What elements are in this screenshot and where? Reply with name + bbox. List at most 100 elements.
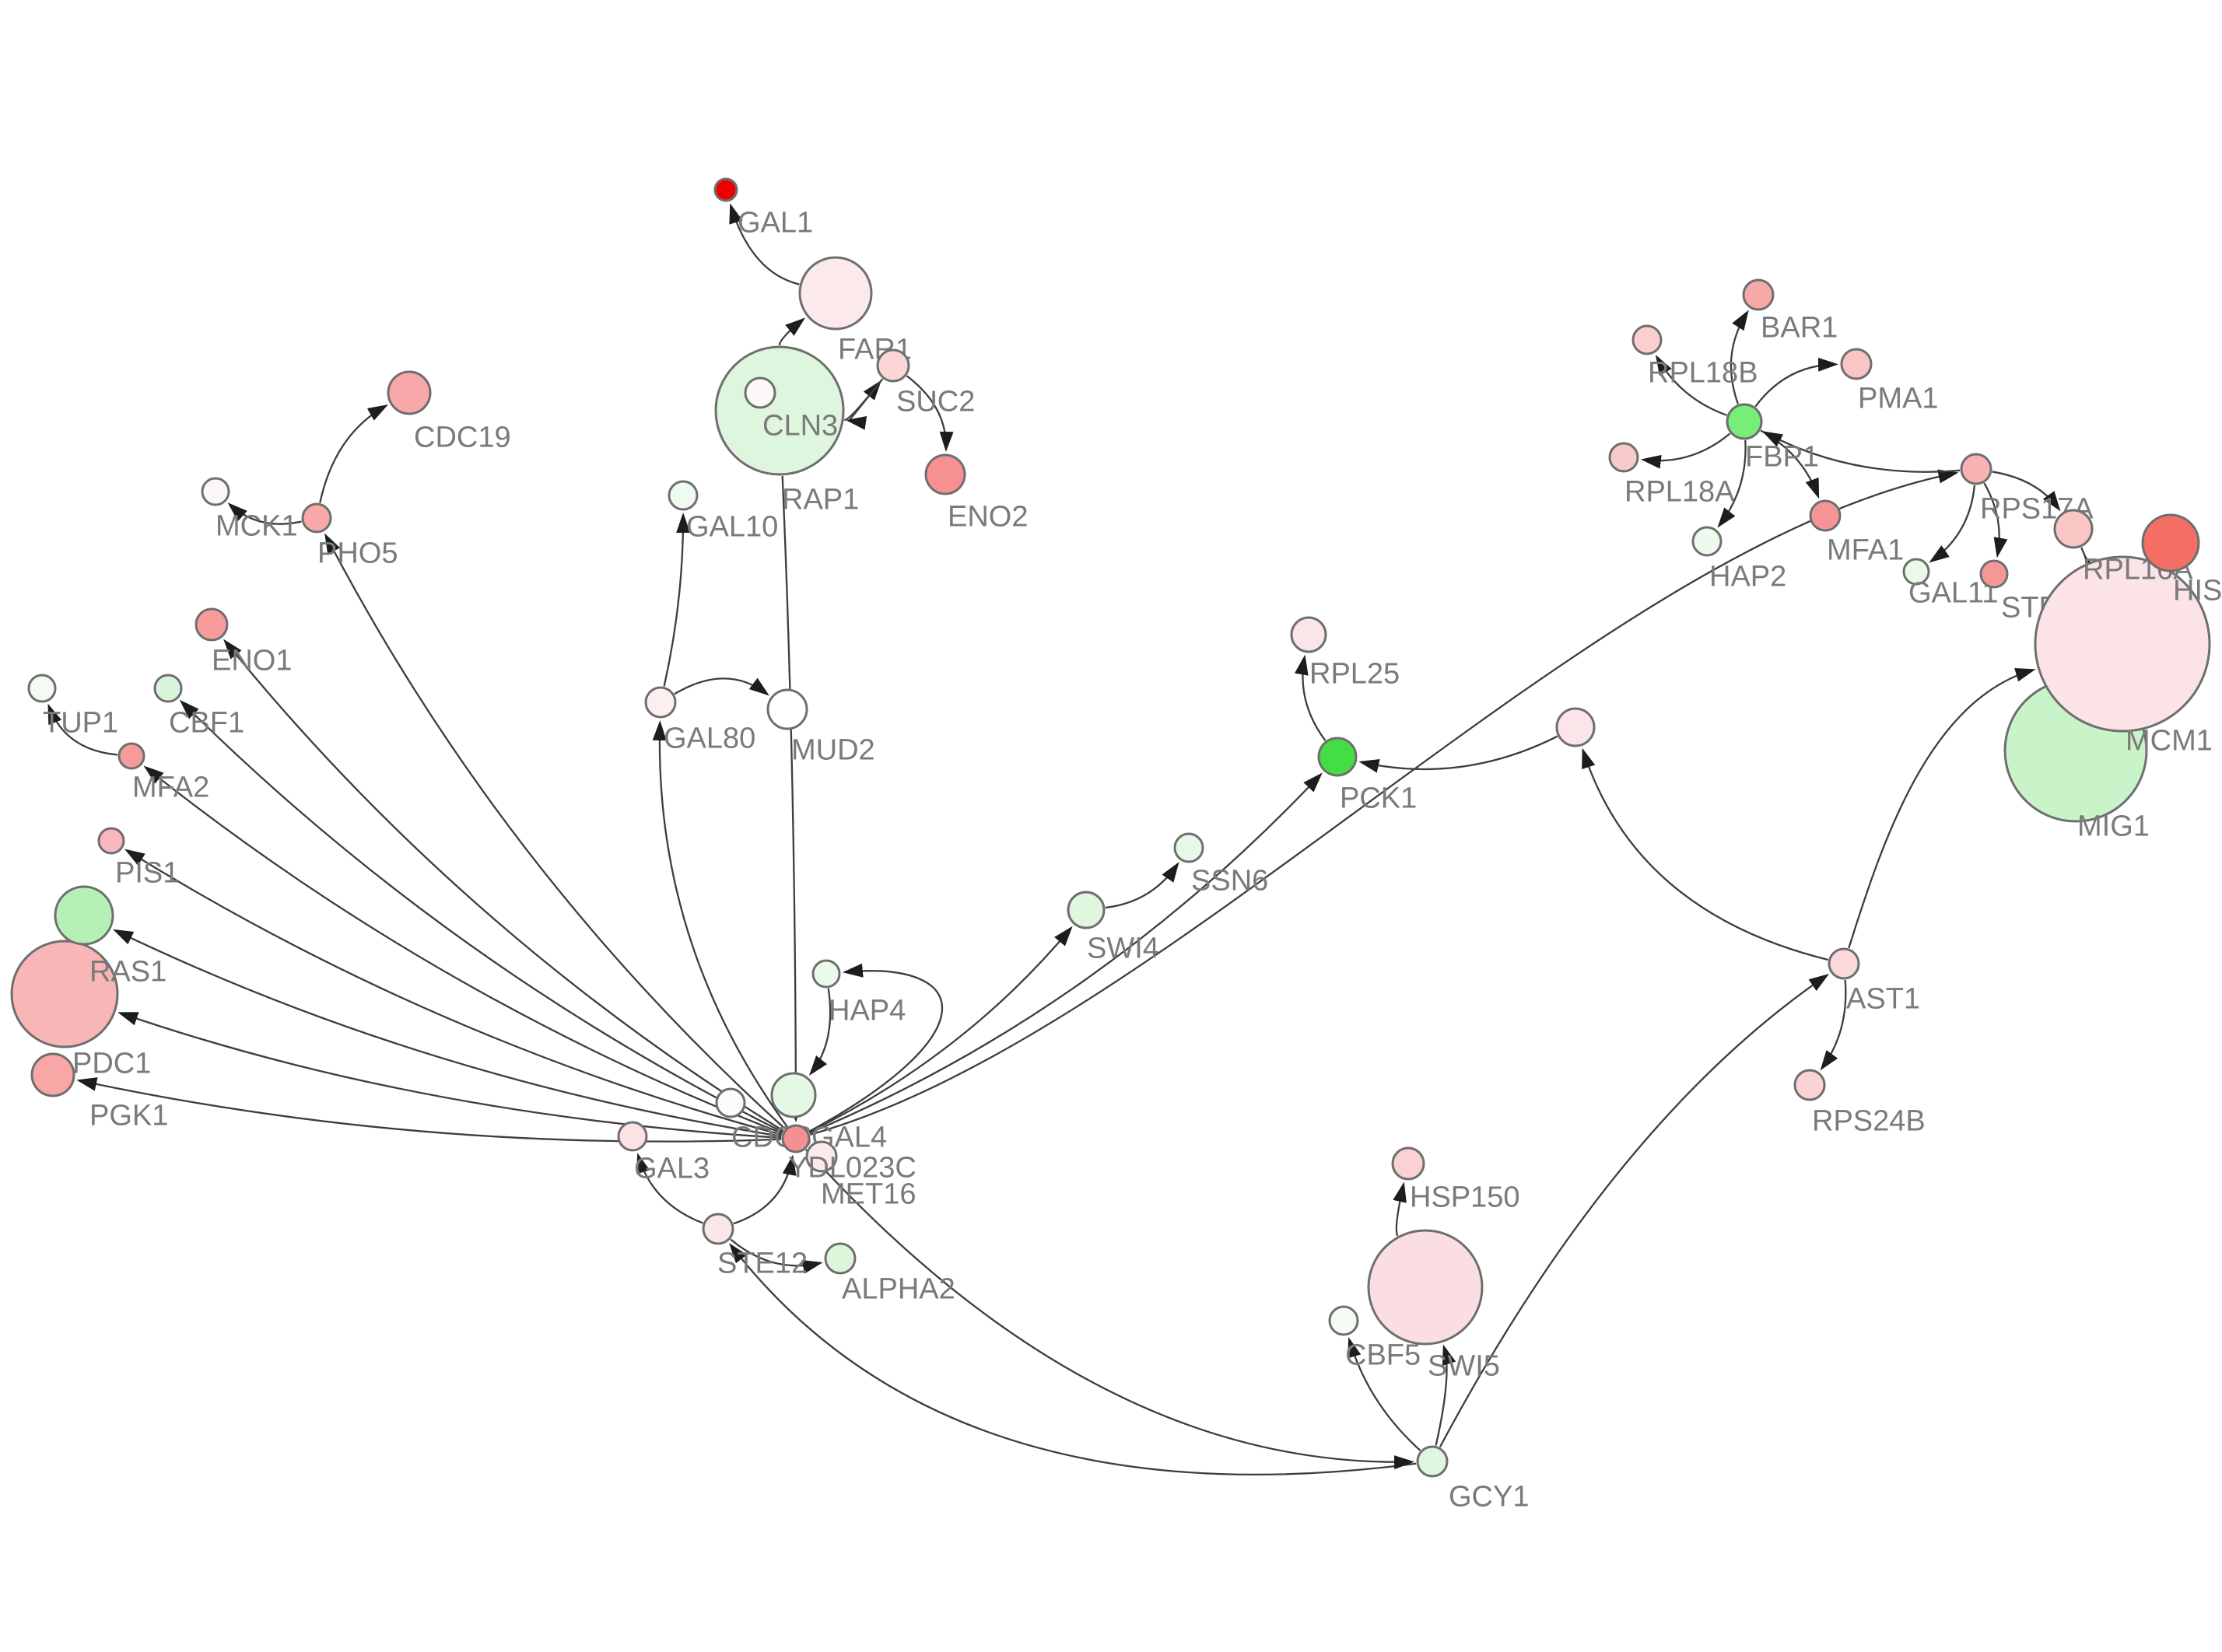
- edge-RAP1-YDL023C: [781, 475, 803, 1122]
- node-label-RPL18B: RPL18B: [1648, 356, 1758, 389]
- node-PMA1[interactable]: [1840, 348, 1873, 380]
- node-PIS1[interactable]: [97, 827, 125, 855]
- node-CBF1[interactable]: [153, 674, 183, 703]
- node-HSP150[interactable]: [1391, 1146, 1425, 1181]
- edge-YDL023C-PGK1: [76, 1077, 782, 1143]
- node-label-AST1: AST1: [1846, 982, 1920, 1015]
- node-label-PHO5: PHO5: [317, 537, 398, 569]
- node-FAR1[interactable]: [798, 256, 873, 331]
- node-SSN6[interactable]: [1173, 832, 1204, 863]
- edge-STE12-YDL023C: [733, 1154, 797, 1225]
- edge-HAP4-GAL4: [808, 988, 832, 1076]
- node-label-ALPHA2: ALPHA2: [842, 1272, 955, 1305]
- edge-MFA2-TUP1: [47, 703, 118, 756]
- node-RPS17A[interactable]: [1960, 453, 1992, 485]
- node-RPL18B[interactable]: [1631, 324, 1663, 355]
- edge-RPS17A-GAL11: [1929, 485, 1976, 563]
- node-label-GAL80: GAL80: [664, 722, 755, 754]
- edge-SUC2-RAP1: [846, 378, 884, 429]
- node-RPL25[interactable]: [1290, 616, 1327, 653]
- edge-PHO5-MCK1: [227, 502, 302, 525]
- node-SUC2[interactable]: [876, 348, 910, 383]
- node-label-RAS1: RAS1: [89, 955, 166, 988]
- node-ENO1[interactable]: [195, 607, 229, 642]
- node-BAR1[interactable]: [1742, 278, 1775, 311]
- node-SWI4[interactable]: [1067, 891, 1106, 929]
- edge-YDL023C-SWI4: [808, 926, 1073, 1133]
- edge-YDL023C-RPS17A: [809, 469, 1959, 1136]
- node-label-SSN6: SSN6: [1191, 864, 1268, 897]
- node-PDC1[interactable]: [10, 940, 119, 1048]
- node-label-PGK1: PGK1: [89, 1099, 168, 1132]
- node-unlabeled[interactable]: [1555, 707, 1596, 747]
- node-RAP1[interactable]: [714, 345, 845, 476]
- node-CDC19[interactable]: [387, 370, 432, 415]
- node-RPS24B[interactable]: [1793, 1069, 1826, 1101]
- node-PCK1[interactable]: [1317, 737, 1358, 777]
- node-label-TUP1: TUP1: [43, 706, 118, 739]
- node-HAP4[interactable]: [811, 959, 841, 989]
- node-STE12[interactable]: [702, 1213, 734, 1245]
- node-MFA2[interactable]: [117, 742, 145, 770]
- node-label-CBF1: CBF1: [169, 706, 244, 739]
- node-CLN3[interactable]: [744, 376, 776, 409]
- edge-YDL023C-ENO1: [223, 639, 784, 1132]
- node-MCM1[interactable]: [2034, 555, 2211, 733]
- node-MFA1[interactable]: [1809, 499, 1842, 532]
- node-RPL16A[interactable]: [2053, 509, 2094, 549]
- node-GAL80[interactable]: [644, 686, 677, 719]
- edge-GCY1-CBF5: [1348, 1337, 1421, 1451]
- node-label-MCK1: MCK1: [216, 509, 298, 542]
- node-GAL1[interactable]: [713, 177, 738, 202]
- node-CDC6[interactable]: [715, 1087, 746, 1118]
- node-ENO2[interactable]: [924, 453, 966, 495]
- node-HIS4[interactable]: [2141, 513, 2200, 572]
- edge-YDL023C-HAP4: [808, 963, 944, 1132]
- node-CBF5[interactable]: [1328, 1305, 1359, 1336]
- edge-GCY1-SWI5: [1435, 1344, 1456, 1446]
- node-ALPHA2[interactable]: [824, 1242, 857, 1275]
- edge-RPS17A-STE2: [1983, 482, 2008, 558]
- node-TUP1[interactable]: [27, 674, 57, 703]
- node-PHO5[interactable]: [301, 502, 332, 534]
- node-STE2[interactable]: [1979, 559, 2009, 589]
- node-AST1[interactable]: [1828, 947, 1860, 980]
- node-YDL023C[interactable]: [781, 1124, 811, 1153]
- node-label-HAP2: HAP2: [1709, 560, 1786, 593]
- node-GAL3[interactable]: [617, 1121, 648, 1152]
- node-GAL10[interactable]: [668, 480, 699, 511]
- node-SWI5[interactable]: [1367, 1229, 1484, 1346]
- edge-YDL023C-MFA2: [143, 765, 783, 1135]
- node-PGK1[interactable]: [30, 1052, 75, 1097]
- node-RPL18A[interactable]: [1608, 442, 1639, 473]
- node-GAL11[interactable]: [1902, 558, 1930, 586]
- node-label-YDL023C: YDL023C: [788, 1151, 916, 1184]
- node-MUD2[interactable]: [766, 688, 808, 730]
- edge-AST1-MCM1: [1848, 667, 2036, 949]
- node-HAP2[interactable]: [1691, 526, 1723, 557]
- node-label-MFA2: MFA2: [132, 771, 209, 803]
- edge-RAP1-FAR1: [778, 317, 806, 346]
- edge-FAR1-GAL1: [729, 203, 800, 285]
- node-label-HAP4: HAP4: [829, 994, 906, 1027]
- node-MCK1[interactable]: [201, 477, 230, 506]
- edge-GAL80-MUD2: [674, 677, 769, 696]
- edge-FBP1-RPL18A: [1640, 432, 1731, 469]
- edge-STE12-GAL3: [636, 1153, 703, 1224]
- node-label-ENO2: ENO2: [948, 500, 1028, 533]
- edge-SUC2-ENO2: [906, 375, 954, 453]
- node-label-CLN3: CLN3: [762, 409, 838, 442]
- node-MET16[interactable]: [805, 1140, 838, 1173]
- node-label-HIS4: HIS4: [2173, 574, 2222, 607]
- node-label-MFA1: MFA1: [1827, 534, 1904, 566]
- node-label-HSP150: HSP150: [1410, 1181, 1520, 1213]
- node-label-SWI4: SWI4: [1087, 932, 1159, 964]
- edge-GAL80-GAL10: [663, 513, 691, 687]
- node-label-SUC2: SUC2: [896, 385, 975, 418]
- edge-YDL023C-RAS1: [112, 929, 782, 1138]
- node-RAS1[interactable]: [54, 885, 114, 946]
- node-GCY1[interactable]: [1416, 1445, 1449, 1478]
- node-FBP1[interactable]: [1726, 403, 1763, 440]
- node-GAL4[interactable]: [770, 1072, 817, 1118]
